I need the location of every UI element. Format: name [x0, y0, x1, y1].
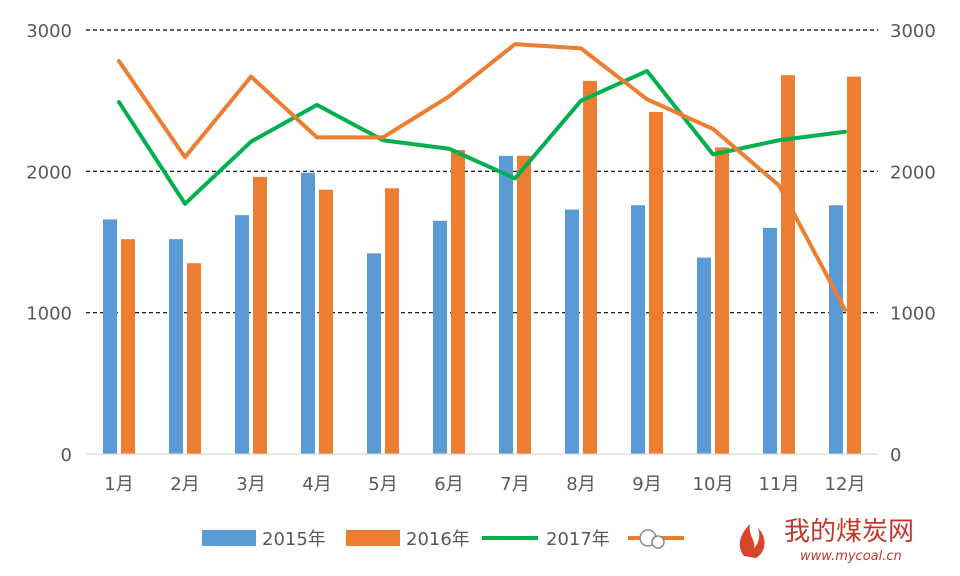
legend-label: 2016年 [406, 529, 470, 550]
x-tick-label: 6月 [434, 474, 463, 495]
bar-series1-1 [103, 219, 117, 454]
watermark-url: www.mycoal.cn [800, 549, 902, 564]
legend-swatch [202, 530, 256, 546]
bar-series2-12 [847, 76, 861, 454]
line-series-3 [117, 42, 847, 312]
bar-series [103, 75, 861, 455]
bar-series2-11 [781, 75, 795, 454]
axes: 0 1000 2000 3000 0 1000 2000 3000 1月 2月 3月 4月 5月 6月 7月… [26, 21, 936, 495]
legend-swatch [346, 530, 400, 546]
bar-series1-6 [433, 220, 447, 454]
legend-label: 2017年 [546, 529, 610, 550]
legend-label: 2015年 [262, 529, 326, 550]
x-tick-label: 3月 [236, 474, 265, 495]
bar-series1-9 [631, 205, 645, 454]
bar-series1-5 [367, 253, 381, 454]
bar-series2-8 [583, 80, 597, 454]
bar-series2-1 [121, 239, 135, 454]
wechat-icon [639, 529, 665, 549]
bar-series2-3 [253, 176, 267, 454]
watermark: 我的煤炭网 www.mycoal.cn [639, 517, 914, 564]
bar-series2-7 [517, 155, 531, 454]
x-tick-label: 9月 [632, 474, 661, 495]
bar-series2-5 [385, 188, 399, 454]
y-left-tick-label: 0 [61, 445, 72, 466]
bar-series2-4 [319, 189, 333, 454]
y-right-tick-label: 0 [890, 445, 901, 466]
bar-series1-4 [301, 172, 315, 454]
legend: 2015年 2016年 2017年 [202, 529, 684, 550]
bar-series1-8 [565, 209, 579, 454]
bar-series2-10 [715, 147, 729, 454]
y-right-tick-label: 2000 [890, 162, 936, 183]
watermark-text: 我的煤炭网 [784, 517, 914, 547]
bar-series1-12 [829, 205, 843, 454]
bar-series1-3 [235, 215, 249, 454]
gridlines [86, 29, 878, 314]
x-tick-label: 5月 [368, 474, 397, 495]
y-left-tick-label: 1000 [26, 304, 72, 325]
bar-series2-9 [649, 111, 663, 455]
bar-series1-11 [763, 227, 777, 454]
x-tick-label: 11月 [759, 474, 800, 495]
x-tick-label: 12月 [825, 474, 866, 495]
y-right-tick-label: 1000 [890, 304, 936, 325]
bar-series1-7 [499, 155, 513, 454]
y-left-tick-label: 2000 [26, 162, 72, 183]
bar-series1-10 [697, 257, 711, 454]
y-right-tick-label: 3000 [890, 21, 936, 42]
bar-series1-2 [169, 239, 183, 454]
mycoal-logo-icon [739, 524, 765, 558]
x-tick-label: 2月 [170, 474, 199, 495]
line-series-2 [117, 68, 847, 206]
x-tick-label: 1月 [104, 474, 133, 495]
x-tick-label: 10月 [693, 474, 734, 495]
bar-series2-2 [187, 263, 201, 454]
x-tick-label: 8月 [566, 474, 595, 495]
line-series [117, 42, 847, 312]
y-left-tick-label: 3000 [26, 21, 72, 42]
bar-series2-6 [451, 150, 465, 454]
x-tick-label: 7月 [500, 474, 529, 495]
x-tick-label: 4月 [302, 474, 331, 495]
